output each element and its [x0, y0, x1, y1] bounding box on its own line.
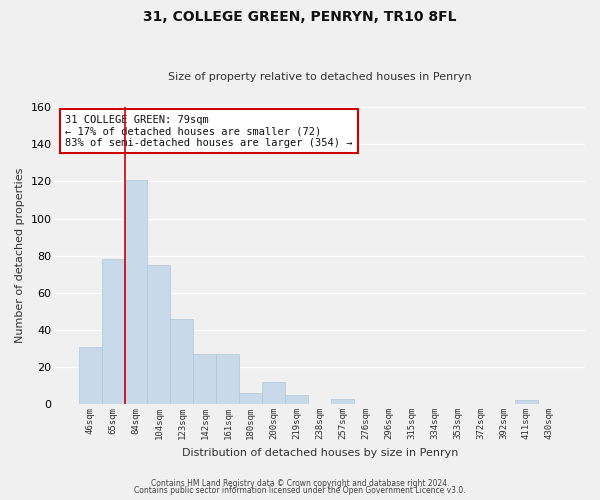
Bar [170, 319, 193, 404]
Bar [193, 354, 217, 404]
Text: Contains HM Land Registry data © Crown copyright and database right 2024.: Contains HM Land Registry data © Crown c… [151, 478, 449, 488]
Bar [285, 395, 308, 404]
Bar [217, 354, 239, 404]
Bar [262, 382, 285, 404]
Bar [101, 260, 125, 404]
Text: 31 COLLEGE GREEN: 79sqm
← 17% of detached houses are smaller (72)
83% of semi-de: 31 COLLEGE GREEN: 79sqm ← 17% of detache… [65, 114, 353, 148]
Text: Contains public sector information licensed under the Open Government Licence v3: Contains public sector information licen… [134, 486, 466, 495]
Bar [239, 393, 262, 404]
Title: Size of property relative to detached houses in Penryn: Size of property relative to detached ho… [168, 72, 472, 82]
Text: 31, COLLEGE GREEN, PENRYN, TR10 8FL: 31, COLLEGE GREEN, PENRYN, TR10 8FL [143, 10, 457, 24]
Y-axis label: Number of detached properties: Number of detached properties [15, 168, 25, 344]
Bar [148, 265, 170, 404]
Bar [515, 400, 538, 404]
Bar [331, 398, 354, 404]
X-axis label: Distribution of detached houses by size in Penryn: Distribution of detached houses by size … [182, 448, 458, 458]
Bar [79, 346, 101, 404]
Bar [125, 180, 148, 404]
